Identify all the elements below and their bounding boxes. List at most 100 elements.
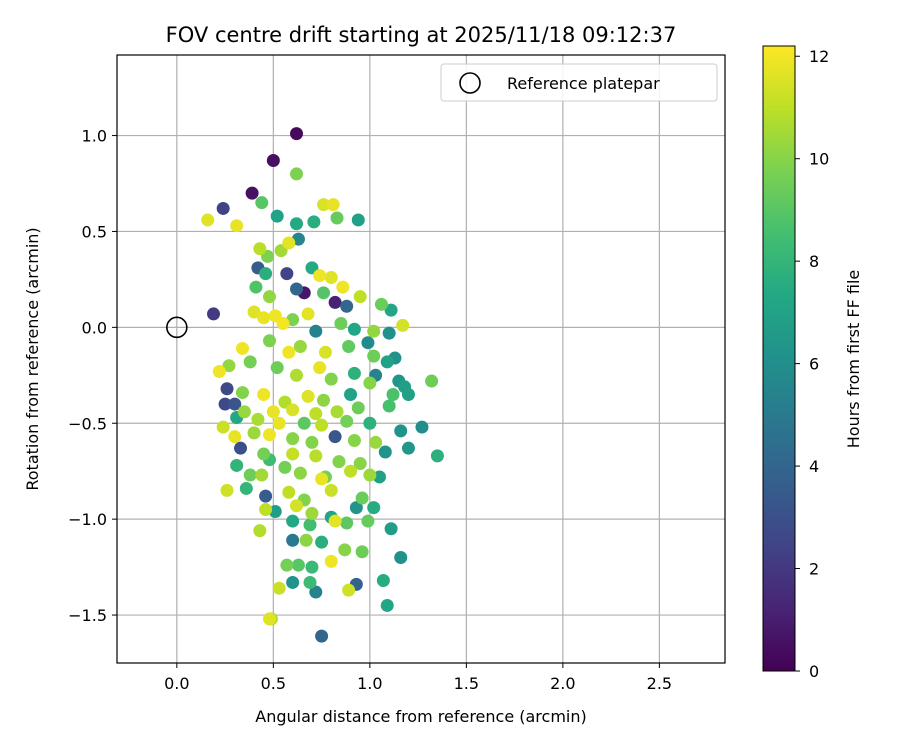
data-point	[255, 196, 269, 210]
data-point	[255, 468, 269, 482]
x-tick-label: 1.0	[357, 674, 382, 693]
plot-frame	[116, 54, 726, 664]
data-point	[386, 387, 400, 401]
data-point	[328, 430, 342, 444]
data-point	[303, 575, 317, 589]
data-point	[338, 543, 352, 557]
data-point	[324, 372, 338, 386]
data-point	[361, 336, 375, 350]
y-axis-label: Rotation from reference (arcmin)	[23, 227, 42, 490]
colorbar: 0 2 4 6 8 10 12 Hours from first FF file	[762, 45, 863, 681]
data-point	[259, 489, 273, 503]
data-point	[262, 612, 276, 626]
data-point	[380, 355, 394, 369]
data-point	[259, 267, 273, 281]
data-point	[290, 217, 304, 231]
data-point	[342, 340, 356, 354]
data-point	[216, 201, 230, 215]
data-point	[315, 418, 329, 432]
colorbar-ticks: 0 2 4 6 8 10 12	[795, 47, 829, 681]
data-point	[297, 416, 311, 430]
data-point	[305, 560, 319, 574]
data-point	[313, 269, 327, 283]
y-tick-label: −1.0	[68, 510, 107, 529]
axis-ticks: 0.0 0.5 1.0 1.5 2.0 2.5 1.0 0.5 0.0 −0.5 −1.0 −1.5	[68, 127, 672, 693]
data-point	[309, 449, 323, 463]
data-point	[336, 280, 350, 294]
data-point	[351, 401, 365, 415]
colorbar-tick-label: 2	[809, 560, 819, 579]
data-point	[430, 449, 444, 463]
colorbar-tick-label: 12	[809, 47, 829, 66]
data-point	[268, 504, 282, 518]
data-point	[367, 501, 381, 515]
y-tick-label: 0.5	[82, 222, 107, 241]
data-point	[228, 430, 242, 444]
data-point	[280, 558, 294, 572]
data-point	[286, 514, 300, 528]
data-point	[218, 397, 232, 411]
data-point	[305, 506, 319, 520]
data-point	[257, 311, 271, 325]
data-point	[278, 460, 292, 474]
colorbar-tick-label: 4	[809, 457, 819, 476]
data-point	[340, 299, 354, 313]
data-point	[286, 447, 300, 461]
data-point	[251, 412, 265, 426]
data-point	[374, 297, 388, 311]
data-point	[324, 483, 338, 497]
data-point	[286, 403, 300, 417]
data-point	[270, 209, 284, 223]
y-tick-label: −1.5	[68, 606, 107, 625]
data-point	[363, 468, 377, 482]
grid-lines	[117, 55, 725, 663]
data-point	[272, 581, 286, 595]
data-point	[228, 397, 242, 411]
data-point	[282, 236, 296, 250]
data-point	[309, 585, 323, 599]
data-point	[266, 153, 280, 167]
data-point	[328, 514, 342, 528]
y-tick-label: 0.0	[82, 318, 107, 337]
data-point	[291, 558, 305, 572]
y-tick-label: −0.5	[68, 414, 107, 433]
data-point	[247, 426, 261, 440]
data-point	[315, 535, 329, 549]
data-point	[363, 416, 377, 430]
legend-box	[440, 63, 718, 102]
data-point	[332, 455, 346, 469]
data-point	[353, 457, 367, 471]
data-point	[305, 435, 319, 449]
data-point	[384, 522, 398, 536]
data-point	[317, 286, 331, 300]
data-point	[235, 386, 249, 400]
data-point	[259, 503, 273, 517]
data-point	[257, 447, 271, 461]
data-point	[290, 499, 304, 513]
data-point	[367, 349, 381, 363]
data-point	[290, 167, 304, 181]
data-point	[262, 334, 276, 348]
colorbar-tick-label: 10	[809, 150, 829, 169]
data-point	[286, 575, 300, 589]
data-point	[401, 441, 415, 455]
data-point	[330, 211, 344, 225]
data-point	[230, 219, 244, 233]
data-point	[355, 545, 369, 559]
data-point	[318, 345, 332, 359]
data-point	[286, 533, 300, 547]
data-point	[324, 270, 338, 284]
data-point	[415, 420, 429, 434]
data-point	[384, 303, 398, 317]
data-point	[382, 326, 396, 340]
data-point	[340, 516, 354, 530]
data-point	[425, 374, 439, 388]
data-point	[396, 318, 410, 332]
data-point	[216, 420, 230, 434]
data-point	[290, 282, 304, 296]
data-point	[369, 435, 383, 449]
data-point	[237, 405, 251, 419]
data-point	[220, 483, 234, 497]
data-point	[328, 295, 342, 309]
data-point	[307, 215, 321, 229]
